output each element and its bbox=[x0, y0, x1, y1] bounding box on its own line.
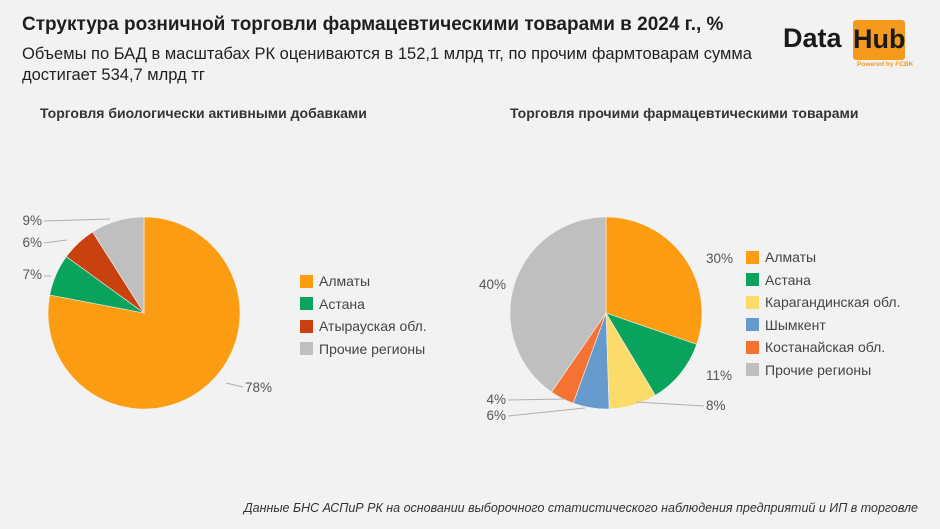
page-title: Структура розничной торговли фармацевтич… bbox=[22, 14, 724, 35]
legend1-label-3: Прочие регионы bbox=[319, 340, 426, 357]
legend1-label-0: Алматы bbox=[319, 273, 371, 290]
pie2-label-4: 4% bbox=[486, 392, 506, 407]
pie1-label-3: 9% bbox=[22, 213, 42, 228]
legend2-label-3: Шымкент bbox=[765, 316, 826, 333]
legend1-label-1: Астана bbox=[319, 295, 365, 312]
legend1-swatch-2 bbox=[300, 319, 313, 333]
chart-title-other-pharma: Торговля прочими фармацевтическими товар… bbox=[510, 105, 859, 121]
legend2-swatch-0 bbox=[746, 250, 759, 264]
pie1-leader-3 bbox=[43, 218, 111, 222]
pie1-slice-0 bbox=[47, 216, 241, 410]
logo-word-hub: Hub bbox=[853, 20, 905, 60]
legend2-item-2: Карагандинская обл. bbox=[746, 291, 900, 314]
legend2-swatch-5 bbox=[746, 363, 759, 377]
datahub-logo: Data Hub Powered by FCBK bbox=[783, 20, 923, 72]
page-subtitle: Объемы по БАД в масштабах РК оцениваются… bbox=[22, 45, 752, 84]
pie2-slice-5 bbox=[509, 216, 607, 393]
legend1-swatch-1 bbox=[300, 297, 313, 311]
legend1-swatch-0 bbox=[300, 274, 313, 288]
legend1-item-2: Атырауская обл. bbox=[300, 315, 427, 338]
legend2-label-1: Астана bbox=[765, 271, 811, 288]
pie2-leader-3 bbox=[507, 407, 586, 417]
legend2-swatch-1 bbox=[746, 273, 759, 287]
legend1-swatch-3 bbox=[300, 342, 313, 356]
logo-powered-by: Powered by FCBK bbox=[857, 61, 914, 68]
legend1-item-1: Астана bbox=[300, 293, 427, 316]
pie2-label-3: 6% bbox=[486, 408, 506, 423]
legend2-item-5: Прочие регионы bbox=[746, 359, 900, 382]
legend2-item-4: Костанайская обл. bbox=[746, 336, 900, 359]
legend2-item-3: Шымкент bbox=[746, 314, 900, 337]
logo-word-data: Data bbox=[783, 23, 842, 53]
legend2-item-0: Алматы bbox=[746, 246, 900, 269]
legend2-swatch-2 bbox=[746, 295, 759, 309]
pie2-leader-2 bbox=[635, 401, 705, 407]
legend1-item-3: Прочие регионы bbox=[300, 338, 427, 361]
pie2-label-0: 30% bbox=[706, 251, 733, 266]
pie2-label-2: 8% bbox=[706, 398, 726, 413]
legend2-swatch-4 bbox=[746, 340, 759, 354]
pie2-label-1: 11% bbox=[706, 368, 732, 383]
legend-supplements: Алматы Астана Атырауская обл. Прочие регион… bbox=[300, 270, 427, 360]
pie2-slice-0 bbox=[605, 216, 703, 345]
legend2-label-4: Костанайская обл. bbox=[765, 339, 886, 356]
legend2-label-0: Алматы bbox=[765, 249, 817, 266]
legend2-label-5: Прочие регионы bbox=[765, 361, 872, 378]
legend1-item-0: Алматы bbox=[300, 270, 427, 293]
legend2-label-2: Карагандинская обл. bbox=[765, 294, 901, 311]
pie1-label-1: 7% bbox=[22, 267, 42, 282]
pie1-leader-0 bbox=[225, 382, 244, 388]
pie1-label-0: 78% bbox=[245, 380, 272, 395]
legend-other-pharma: Алматы Астана Карагандинская обл. Шымкент Ко… bbox=[746, 246, 900, 381]
legend2-item-1: Астана bbox=[746, 269, 900, 292]
pie1-leader-2 bbox=[43, 239, 68, 244]
pie2-slice-1 bbox=[605, 312, 698, 396]
legend2-swatch-3 bbox=[746, 318, 759, 332]
pie1-slice-3 bbox=[92, 216, 145, 315]
pie2-leader-4 bbox=[507, 398, 566, 401]
pie2-label-5: 40% bbox=[479, 277, 506, 292]
source-footnote: Данные БНС АСПиР РК на основании выбороч… bbox=[243, 501, 918, 515]
legend1-label-2: Атырауская обл. bbox=[319, 318, 427, 335]
pie1-label-2: 6% bbox=[22, 235, 42, 250]
chart-title-supplements: Торговля биологически активными добавкам… bbox=[40, 105, 367, 121]
